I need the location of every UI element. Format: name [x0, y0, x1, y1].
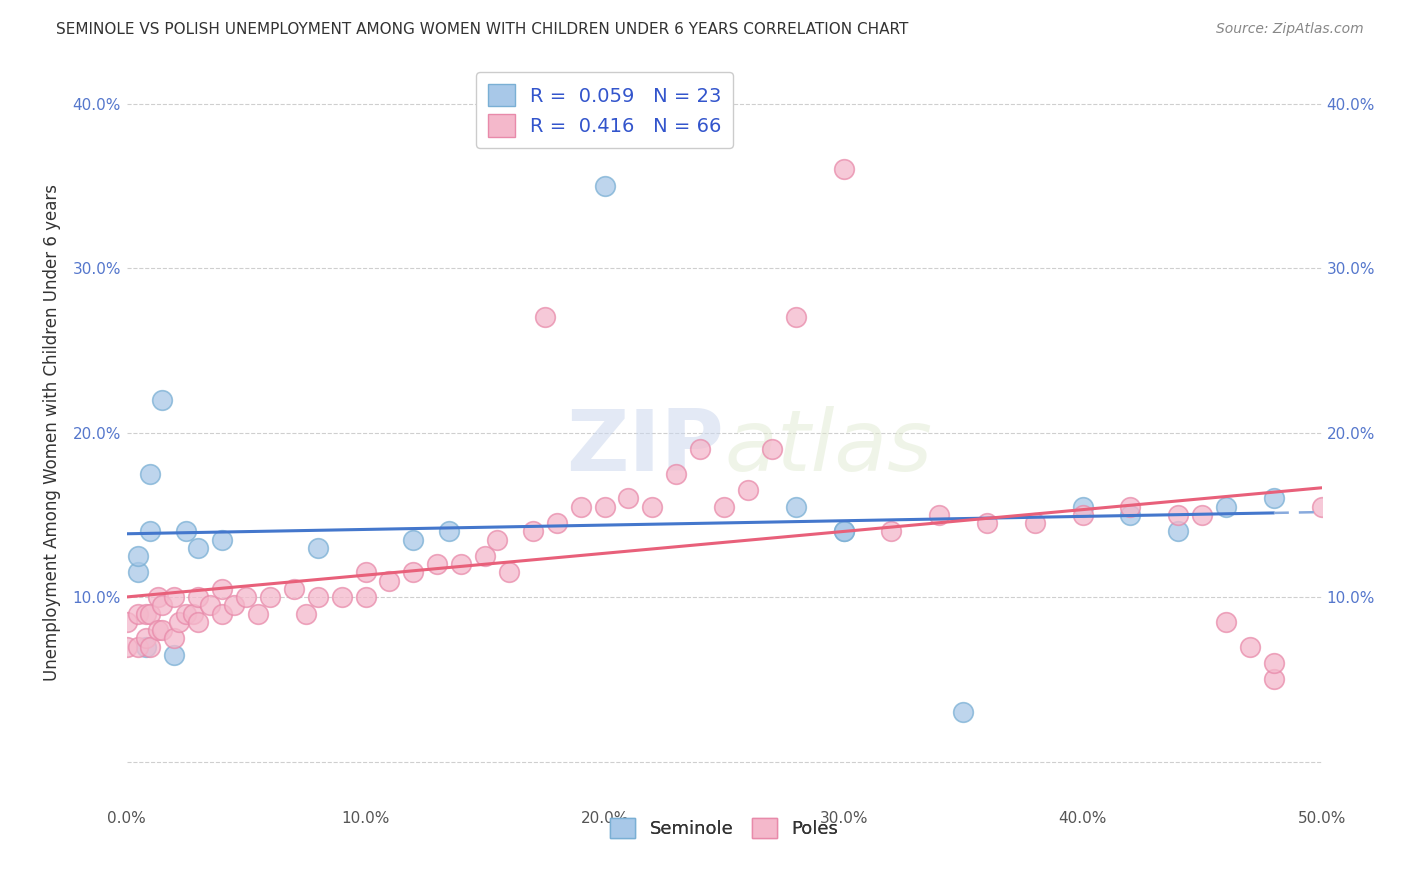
- Point: [1310, 500, 1333, 514]
- Text: ZIP: ZIP: [567, 406, 724, 489]
- Legend: Seminole, Poles: Seminole, Poles: [603, 810, 845, 846]
- Point: [1263, 491, 1285, 506]
- Point: [139, 607, 162, 621]
- Point: [115, 615, 138, 629]
- Point: [167, 615, 190, 629]
- Point: [533, 310, 555, 325]
- Point: [283, 582, 305, 596]
- Text: atlas: atlas: [724, 406, 932, 489]
- Point: [247, 607, 270, 621]
- Point: [163, 648, 186, 662]
- Point: [211, 607, 233, 621]
- Point: [1119, 508, 1142, 522]
- Point: [737, 483, 759, 498]
- Point: [498, 566, 520, 580]
- Point: [1024, 516, 1046, 530]
- Point: [150, 623, 174, 637]
- Point: [426, 558, 449, 572]
- Point: [146, 623, 169, 637]
- Point: [832, 524, 855, 539]
- Point: [259, 590, 281, 604]
- Point: [163, 590, 186, 604]
- Text: Source: ZipAtlas.com: Source: ZipAtlas.com: [1216, 22, 1364, 37]
- Point: [127, 566, 149, 580]
- Point: [832, 524, 855, 539]
- Point: [976, 516, 998, 530]
- Point: [474, 549, 496, 563]
- Point: [665, 467, 688, 481]
- Point: [294, 607, 316, 621]
- Point: [689, 442, 711, 456]
- Point: [135, 640, 157, 654]
- Point: [402, 533, 425, 547]
- Point: [1215, 615, 1237, 629]
- Point: [522, 524, 544, 539]
- Point: [174, 607, 197, 621]
- Point: [952, 706, 974, 720]
- Point: [183, 607, 205, 621]
- Point: [1071, 508, 1094, 522]
- Point: [928, 508, 950, 522]
- Point: [641, 500, 664, 514]
- Point: [127, 607, 149, 621]
- Point: [115, 640, 138, 654]
- Point: [354, 566, 377, 580]
- Point: [150, 392, 174, 407]
- Point: [1191, 508, 1213, 522]
- Point: [378, 574, 401, 588]
- Point: [150, 599, 174, 613]
- Point: [1239, 640, 1261, 654]
- Point: [450, 558, 472, 572]
- Point: [569, 500, 592, 514]
- Point: [235, 590, 257, 604]
- Point: [139, 467, 162, 481]
- Point: [211, 582, 233, 596]
- Point: [135, 632, 157, 646]
- Point: [593, 178, 616, 193]
- Point: [1215, 500, 1237, 514]
- Point: [135, 607, 157, 621]
- Point: [127, 640, 149, 654]
- Point: [439, 524, 461, 539]
- Point: [546, 516, 568, 530]
- Point: [139, 640, 162, 654]
- Point: [163, 632, 186, 646]
- Point: [880, 524, 903, 539]
- Point: [174, 524, 197, 539]
- Point: [1263, 656, 1285, 670]
- Point: [187, 615, 209, 629]
- Point: [307, 541, 329, 555]
- Point: [785, 500, 807, 514]
- Point: [200, 599, 222, 613]
- Point: [211, 533, 233, 547]
- Point: [1071, 500, 1094, 514]
- Point: [593, 500, 616, 514]
- Point: [354, 590, 377, 604]
- Point: [486, 533, 509, 547]
- Point: [1167, 524, 1189, 539]
- Y-axis label: Unemployment Among Women with Children Under 6 years: Unemployment Among Women with Children U…: [44, 184, 62, 681]
- Point: [187, 541, 209, 555]
- Point: [832, 162, 855, 177]
- Point: [617, 491, 640, 506]
- Point: [127, 549, 149, 563]
- Point: [146, 590, 169, 604]
- Point: [187, 590, 209, 604]
- Point: [785, 310, 807, 325]
- Point: [402, 566, 425, 580]
- Point: [761, 442, 783, 456]
- Text: SEMINOLE VS POLISH UNEMPLOYMENT AMONG WOMEN WITH CHILDREN UNDER 6 YEARS CORRELAT: SEMINOLE VS POLISH UNEMPLOYMENT AMONG WO…: [56, 22, 908, 37]
- Point: [222, 599, 246, 613]
- Point: [713, 500, 735, 514]
- Point: [139, 524, 162, 539]
- Point: [1119, 500, 1142, 514]
- Point: [1167, 508, 1189, 522]
- Point: [1263, 673, 1285, 687]
- Point: [307, 590, 329, 604]
- Point: [330, 590, 353, 604]
